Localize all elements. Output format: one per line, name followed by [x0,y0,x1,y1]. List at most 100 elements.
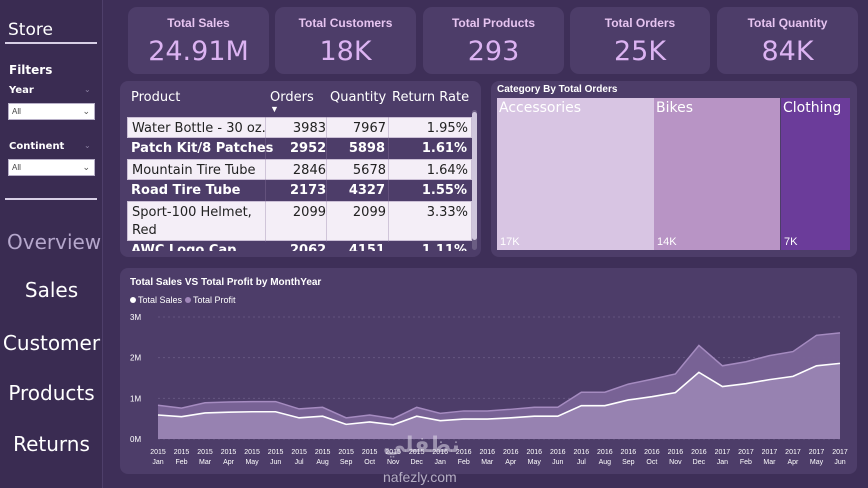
col-header-return-rate[interactable]: Return Rate [392,90,470,105]
sidebar-divider [5,198,97,200]
x-tick-month: Jun [552,459,563,466]
cell-product-wrap: Red [132,223,157,238]
chevron-down-icon[interactable]: ⌄ [84,85,91,94]
table-row[interactable]: Sport-100 Helmet, Red 2099 2099 3.33% [127,201,472,241]
x-tick-year: 2015 [221,449,237,456]
x-tick-month: Apr [788,459,800,466]
series-total-sales-line [157,332,841,420]
x-tick-month: Aug [316,459,329,466]
cell-quantity: 2099 [352,205,386,220]
column-divider [265,117,266,242]
table-row[interactable]: Road Tire Tube 2173 4327 1.55% [127,180,472,201]
kpi-label: Total Quantity [747,16,828,30]
x-tick-year: 2016 [574,449,590,456]
x-tick-year: 2017 [832,449,848,456]
nav-overview[interactable]: Overview [7,230,102,254]
cell-return-rate: 1.95% [426,121,468,136]
x-tick-month: Jul [295,459,304,466]
col-header-quantity[interactable]: Quantity [330,90,387,105]
x-tick-year: 2017 [785,449,801,456]
sort-desc-icon[interactable]: ▼ [270,104,279,114]
area-chart: 0M 1M 2M 3M 2015 Jan 2015 Feb 2015 Mar 2015 Apr 2015… [130,313,848,466]
x-tick-month: Oct [364,459,375,466]
x-tick-month: Jan [717,459,728,466]
x-tick-year: 2015 [315,449,331,456]
chevron-down-icon: ⌄ [82,106,90,116]
nav-returns[interactable]: Returns [13,432,90,456]
treemap-value: 14K [657,236,677,248]
x-tick-month: Mar [763,459,776,466]
table-row[interactable]: Patch Kit/8 Patches 2952 5898 1.61% [127,138,472,159]
x-tick-month: Jun [270,459,281,466]
legend-total-profit[interactable]: Total Profit [185,295,236,305]
x-tick-year: 2015 [244,449,260,456]
store-title: Store [8,20,53,40]
x-tick-month: Jun [834,459,845,466]
x-tick-month: Feb [458,459,470,466]
table-row[interactable]: Water Bottle - 30 oz. 3983 7967 1.95% [127,117,472,138]
x-tick-month: May [245,459,259,466]
x-tick-month: May [810,459,824,466]
kpi-label: Total Customers [298,16,393,30]
legend-dot [130,297,136,303]
cell-return-rate: 1.11% [421,243,467,251]
kpi-label: Total Orders [604,16,676,30]
cell-return-rate: 1.64% [426,163,468,178]
cell-product: Sport-100 Helmet, [132,205,252,220]
x-tick-year: 2016 [644,449,660,456]
kpi-card-total-products: Total Products 293 [423,7,564,74]
x-tick-month: Mar [481,459,494,466]
continent-select[interactable]: All ⌄ [8,159,95,176]
nav-sales[interactable]: Sales [24,278,79,302]
cell-return-rate: 1.55% [421,183,467,198]
x-tick-year: 2015 [362,449,378,456]
table-scrollbar-thumb[interactable] [472,112,477,240]
x-tick-year: 2015 [338,449,354,456]
x-tick-month: Feb [740,459,752,466]
nav-products[interactable]: Products [8,381,95,405]
cell-return-rate: 1.61% [421,141,467,156]
legend-total-sales[interactable]: Total Sales [130,295,182,305]
treemap-title: Category By Total Orders [497,84,618,95]
x-tick-year: 2016 [597,449,613,456]
cell-quantity: 5678 [352,163,386,178]
x-tick-year: 2015 [291,449,307,456]
x-tick-year: 2016 [668,449,684,456]
year-select[interactable]: All ⌄ [8,103,95,120]
y-tick-label: 2M [130,354,141,363]
table-row[interactable]: AWC Logo Cap 2062 4151 1.11% [127,242,472,251]
y-tick-label: 3M [130,313,141,322]
x-tick-year: 2015 [409,449,425,456]
series-total-profit-line [157,362,841,426]
table-row[interactable]: Mountain Tire Tube 2846 5678 1.64% [127,159,472,180]
treemap-accessories[interactable]: Accessories 17K [497,98,654,250]
col-header-orders[interactable]: Orders [270,90,314,105]
x-tick-month: Apr [505,459,517,466]
chevron-down-icon[interactable]: ⌄ [84,141,91,150]
cell-quantity: 4327 [348,183,385,198]
year-select-value: All [12,107,21,116]
treemap-clothing[interactable]: Clothing 7K [781,98,850,250]
watermark: nafezly.com [383,469,457,485]
x-tick-year: 2016 [691,449,707,456]
cell-orders: 3983 [292,121,326,136]
x-tick-month: Sep [340,459,353,466]
kpi-value: 293 [467,36,520,67]
x-tick-month: Aug [599,459,612,466]
cell-product: Water Bottle - 30 oz. [132,121,266,136]
cell-product: Road Tire Tube [131,183,241,198]
cell-orders: 2173 [290,183,327,198]
x-tick-month: Mar [199,459,212,466]
nav-customer[interactable]: Customer [2,331,101,355]
x-tick-month: Apr [223,459,235,466]
kpi-value: 24.91M [148,36,249,67]
x-tick-year: 2015 [197,449,213,456]
cell-orders: 2062 [290,243,327,251]
x-tick-year: 2015 [150,449,166,456]
x-tick-year: 2017 [762,449,778,456]
cell-quantity: 5898 [348,141,385,156]
cell-orders: 2952 [290,141,327,156]
col-header-product[interactable]: Product [131,90,181,105]
x-tick-month: Nov [669,459,682,466]
treemap-bikes[interactable]: Bikes 14K [654,98,780,250]
